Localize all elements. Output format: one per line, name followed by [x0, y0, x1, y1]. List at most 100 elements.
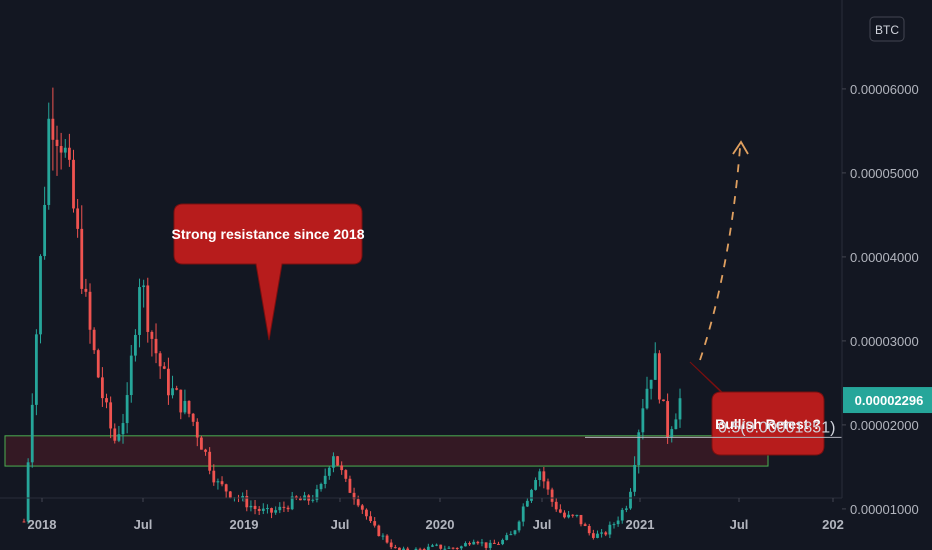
candle	[278, 502, 282, 514]
projection-arrow	[699, 147, 741, 361]
candle	[158, 351, 162, 379]
candle	[105, 393, 108, 409]
candle	[637, 429, 641, 474]
candle	[624, 505, 628, 513]
candle	[633, 456, 637, 497]
y-tick-label: 0.00002000	[850, 418, 919, 433]
candle	[670, 426, 674, 443]
candle	[596, 530, 599, 539]
candle	[443, 545, 447, 550]
callout-bullish-retest: Bullish Retest ?	[689, 361, 825, 456]
candle	[332, 452, 335, 473]
currency-label: BTC	[875, 23, 899, 37]
candle	[257, 506, 261, 515]
candle	[451, 547, 455, 550]
candle	[80, 205, 84, 294]
candle	[641, 399, 645, 440]
candle	[59, 132, 63, 170]
x-tick-label: 2021	[626, 517, 655, 532]
candle	[492, 539, 496, 544]
candle	[385, 534, 389, 544]
candle	[579, 514, 583, 527]
candle	[439, 544, 443, 550]
fib-layer: 0.5(0.00001851)	[585, 419, 842, 438]
candle	[286, 505, 290, 512]
x-tick-label: Jul	[331, 517, 350, 532]
x-tick-label: Jul	[730, 517, 749, 532]
candles-layer	[22, 87, 682, 550]
candle	[616, 516, 620, 527]
candle	[472, 539, 476, 545]
candle	[274, 506, 278, 515]
candle	[629, 488, 632, 510]
candle	[43, 186, 47, 260]
candle	[381, 533, 385, 540]
candle	[55, 125, 59, 176]
candle	[340, 461, 344, 475]
candle	[583, 522, 587, 527]
candle	[393, 544, 397, 549]
candle	[84, 278, 88, 297]
candle	[542, 466, 546, 489]
candle	[167, 357, 170, 405]
candle	[554, 497, 558, 512]
candle	[129, 344, 133, 403]
candle	[464, 541, 467, 547]
candle	[249, 500, 253, 512]
candle	[431, 543, 434, 548]
y-tick-label: 0.00005000	[850, 166, 919, 181]
candle	[92, 327, 96, 354]
candle	[480, 538, 484, 547]
candle	[253, 500, 257, 515]
candle	[406, 546, 410, 550]
candle	[678, 388, 682, 428]
currency-badge[interactable]: BTC	[869, 16, 905, 42]
x-tick-label: Jul	[533, 517, 552, 532]
candle	[162, 362, 166, 370]
candle	[216, 478, 220, 490]
last-price-label: 0.00002296	[855, 393, 924, 408]
candle	[377, 524, 381, 537]
candle	[525, 498, 529, 507]
candle	[323, 468, 327, 489]
candle	[591, 529, 595, 540]
candle	[497, 541, 500, 545]
candle	[175, 385, 179, 391]
x-tick-label: 2018	[28, 517, 57, 532]
overlay-layer: Strong resistance since 2018 Bullish Ret…	[172, 140, 825, 456]
candle	[505, 532, 509, 541]
candle	[245, 489, 249, 512]
candle	[484, 542, 488, 550]
last-price-tag: 0.00002296	[843, 387, 932, 414]
candle	[567, 510, 571, 519]
candle	[142, 279, 146, 308]
candle	[657, 350, 661, 404]
x-tick-label: 202	[822, 517, 844, 532]
candle	[311, 494, 315, 503]
candle	[612, 522, 616, 529]
candle	[150, 330, 154, 357]
candle	[133, 329, 137, 362]
candle	[39, 254, 42, 344]
candle	[530, 488, 533, 503]
x-tick-label: Jul	[134, 517, 153, 532]
candle	[34, 329, 38, 416]
candle	[315, 484, 319, 503]
resistance-zone-layer	[4, 435, 769, 467]
candle	[513, 529, 517, 536]
candle	[154, 323, 158, 364]
candle	[604, 531, 608, 537]
candle	[72, 149, 75, 213]
candle	[51, 87, 55, 171]
candle	[517, 520, 521, 533]
candle	[653, 342, 657, 380]
candle	[30, 393, 34, 468]
candle	[546, 478, 550, 495]
candle	[521, 503, 525, 527]
candle	[191, 412, 195, 427]
candle	[336, 455, 339, 466]
callout-bullish-retest-text: Bullish Retest ?	[715, 416, 821, 432]
candle	[455, 547, 459, 550]
